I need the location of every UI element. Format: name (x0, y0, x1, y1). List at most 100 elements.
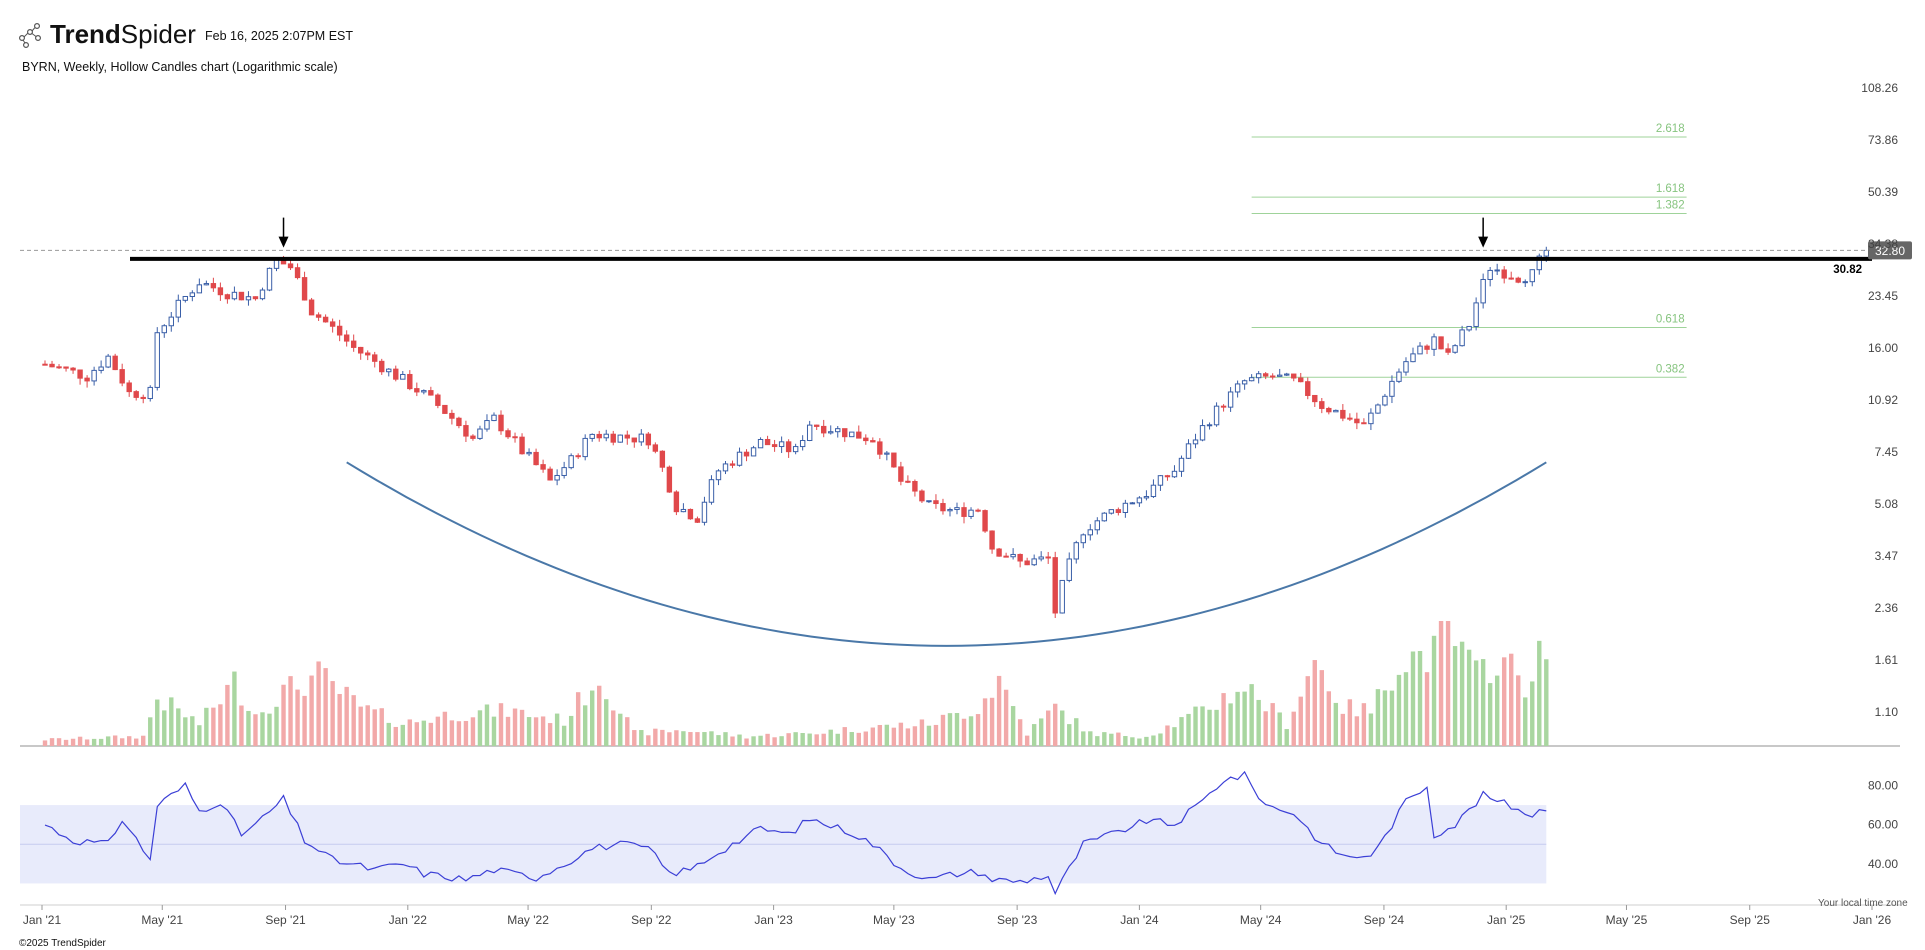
volume-bar (1375, 689, 1381, 746)
candle-body (666, 466, 673, 493)
volume-bar (926, 725, 932, 746)
candle-body (56, 366, 62, 369)
volume-bar (211, 707, 216, 746)
volume-bar (1494, 675, 1500, 746)
volume-bar (723, 732, 728, 746)
candle-body (1038, 556, 1044, 560)
volume-bar (582, 705, 588, 746)
candle-body (554, 474, 560, 481)
brand-logo: TrendSpider (18, 19, 196, 49)
candle-body (1227, 391, 1234, 408)
candle-body (1277, 374, 1283, 377)
candle-body (799, 439, 806, 448)
candle-body (245, 296, 252, 301)
volume-bar (961, 718, 967, 746)
volume-bar (632, 730, 637, 746)
candle-body (133, 391, 139, 398)
volume-bar (253, 714, 258, 746)
volume-bar (1102, 732, 1107, 746)
candle-body (905, 480, 911, 483)
candle-body (610, 433, 616, 443)
candle-body (722, 463, 729, 472)
candle-body (954, 507, 960, 511)
volume-bar (1242, 691, 1247, 746)
volume-bar (912, 726, 918, 746)
candle-body (540, 464, 546, 470)
candle-body (449, 412, 455, 419)
candle-body (1361, 422, 1367, 425)
volume-bar (863, 731, 869, 746)
candle-body (1164, 475, 1171, 478)
candle-body (421, 390, 427, 393)
volume-bar (1158, 733, 1163, 746)
candle-body (182, 295, 189, 301)
candle-body (1255, 373, 1262, 379)
candle-body (1543, 249, 1549, 257)
time-axis[interactable]: Jan '21 May '21 Sep '21 Jan '22 May '22 Sep '… (20, 904, 1900, 927)
volume-bar (386, 722, 391, 746)
candle-body (210, 283, 217, 289)
time-tick-label: Jan '25 (1487, 913, 1526, 927)
time-tick-label: Jan '24 (1120, 913, 1159, 927)
candle-body (1234, 383, 1241, 393)
candle-body (863, 437, 869, 442)
candle-body (891, 452, 897, 468)
volume-bar (1165, 725, 1170, 746)
candle-body (596, 433, 602, 439)
candle-body (631, 437, 637, 443)
candle-body (617, 434, 623, 443)
candle-body (336, 325, 343, 336)
volume-bar (358, 706, 363, 746)
candle-body (533, 451, 539, 466)
fib-level-label: 1.382 (1656, 200, 1685, 212)
volume-bar (533, 717, 539, 746)
candle-body (1213, 405, 1220, 426)
volume-bar (519, 709, 525, 746)
candle-body (1122, 502, 1129, 513)
volume-bar (590, 690, 595, 746)
volume-bar (667, 732, 672, 746)
candle-body (238, 291, 245, 301)
candle-body (1396, 371, 1402, 382)
volume-bar (267, 713, 272, 746)
candle-body (715, 470, 722, 481)
candle-body (1312, 394, 1318, 403)
volume-bar (842, 727, 847, 746)
volume-bar (611, 710, 616, 746)
volume-bar (772, 737, 777, 746)
candle-body (1473, 302, 1479, 327)
levels-layer: 30.82 32.80 (20, 217, 1912, 276)
candle-body (996, 548, 1002, 557)
volume-bar (905, 728, 911, 746)
volume-bar (1305, 676, 1310, 746)
candle-body (512, 436, 518, 439)
volume-bar (260, 712, 265, 746)
candle-body (84, 377, 90, 382)
candle-body (1417, 345, 1423, 355)
candle-body (1459, 329, 1465, 347)
candle-body (322, 316, 329, 323)
candle-body (1206, 424, 1213, 427)
volume-bar (898, 722, 904, 746)
volume-bar (793, 732, 798, 746)
volume-bar (1235, 691, 1240, 746)
volume-bar (1200, 706, 1205, 746)
price-axis[interactable]: 108.26 73.86 50.39 34.38 23.45 16.00 10.92 7.45… (1861, 81, 1898, 719)
brand-trend-text: Trend (50, 19, 121, 49)
volume-bar (1417, 651, 1423, 746)
volume-bar (1017, 719, 1023, 746)
last-price-label: 32.80 (1875, 244, 1905, 258)
volume-bar (498, 703, 504, 746)
time-tick-label: May '21 (141, 913, 183, 927)
candle-body (1017, 553, 1023, 562)
candle-body (386, 368, 392, 373)
volume-bar (1207, 709, 1212, 746)
volume-bar (828, 729, 833, 746)
volume-bar (1067, 724, 1072, 746)
resistance-label: 30.82 (1833, 264, 1862, 276)
volume-bar (604, 699, 609, 746)
candle-body (842, 428, 848, 438)
candle-body (912, 481, 918, 492)
candle-body (1178, 457, 1185, 472)
